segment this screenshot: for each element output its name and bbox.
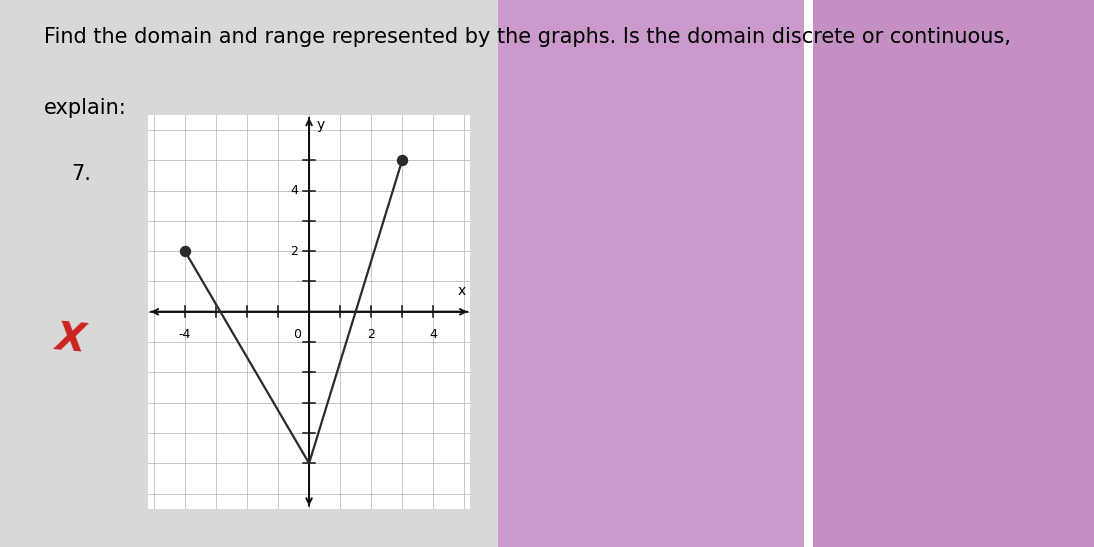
Text: 2: 2 — [368, 328, 375, 341]
Text: y: y — [317, 118, 325, 132]
Text: 2: 2 — [290, 245, 299, 258]
Text: 7.: 7. — [71, 164, 91, 184]
Text: X: X — [55, 319, 88, 359]
Text: explain:: explain: — [44, 98, 127, 119]
Text: 4: 4 — [290, 184, 299, 197]
Point — [176, 247, 194, 255]
Text: Find the domain and range represented by the graphs. Is the domain discrete or c: Find the domain and range represented by… — [44, 27, 1011, 48]
Text: -4: -4 — [178, 328, 191, 341]
Point — [394, 156, 411, 165]
Text: 4: 4 — [429, 328, 438, 341]
Text: 0: 0 — [293, 328, 301, 341]
Text: x: x — [457, 284, 466, 298]
